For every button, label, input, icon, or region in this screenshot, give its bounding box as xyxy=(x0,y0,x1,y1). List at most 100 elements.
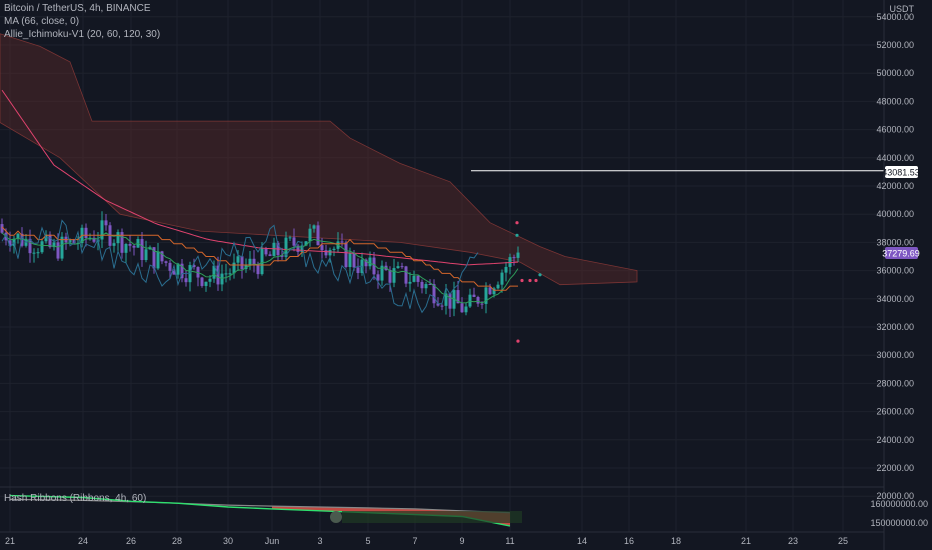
legend-ichimoku[interactable]: Allie_Ichimoku-V1 (20, 60, 120, 30) xyxy=(4,29,160,40)
candle-body xyxy=(176,263,180,275)
time-tick-15: 23 xyxy=(788,536,798,546)
candle-body xyxy=(264,248,268,255)
price-tick-16: 22000.00 xyxy=(876,463,914,473)
last-price-text: 37279.69 xyxy=(882,249,920,259)
candle-body xyxy=(192,265,196,268)
grid xyxy=(0,0,884,532)
candle-body xyxy=(388,269,392,283)
legend-ma[interactable]: MA (66, close, 0) xyxy=(4,16,79,27)
signal-dots xyxy=(515,221,542,343)
candle-body xyxy=(460,303,464,313)
hline-price-label: 43081.53 xyxy=(882,166,920,178)
candle-body xyxy=(124,243,128,253)
time-tick-6: 3 xyxy=(317,536,322,546)
candle-body xyxy=(292,237,296,246)
price-tick-12: 30000.00 xyxy=(876,350,914,360)
candle-body xyxy=(68,239,72,243)
candle-body xyxy=(344,242,348,268)
candle-body xyxy=(500,272,504,285)
candle-body xyxy=(156,251,160,269)
candle-body xyxy=(272,242,276,256)
time-tick-8: 7 xyxy=(412,536,417,546)
hash-tick-0: 160000000.00 xyxy=(870,499,928,509)
legend-ichimoku-text: Allie_Ichimoku-V1 (20, 60, 120, 30) xyxy=(4,29,161,40)
chikou-line xyxy=(1,219,479,314)
time-tick-7: 5 xyxy=(365,536,370,546)
signal-dot xyxy=(515,221,519,225)
time-tick-0: 21 xyxy=(5,536,15,546)
price-tick-6: 42000.00 xyxy=(876,181,914,191)
candle-body xyxy=(116,232,120,244)
price-tick-9: 36000.00 xyxy=(876,266,914,276)
candle-body xyxy=(404,266,408,284)
candle-body xyxy=(304,241,308,246)
hash-signal-band xyxy=(342,511,522,523)
candle-body xyxy=(120,232,124,253)
candle-body xyxy=(104,220,108,226)
signal-dot xyxy=(515,233,519,237)
candle-body xyxy=(184,278,188,283)
candle-body xyxy=(340,241,344,243)
signal-dot xyxy=(528,278,532,283)
candle-body xyxy=(428,284,432,286)
candle-body xyxy=(168,262,172,271)
candle-body xyxy=(52,242,56,248)
candle-body xyxy=(160,251,164,262)
ichimoku-cloud xyxy=(0,33,638,286)
candle-body xyxy=(516,252,520,258)
candle-body xyxy=(444,293,448,306)
candle-body xyxy=(324,250,328,256)
candle-body xyxy=(480,303,484,305)
candle-body xyxy=(92,237,96,242)
hash-slow-line xyxy=(9,498,511,514)
candle-body xyxy=(36,252,40,254)
candle-body xyxy=(420,281,424,289)
legend-symbol[interactable]: Bitcoin / TetherUS, 4h, BINANCE xyxy=(4,3,151,14)
candle-body xyxy=(308,228,312,242)
hash-signal-marker xyxy=(330,511,342,523)
price-axis[interactable]: 54000.00 52000.00 50000.00 48000.00 46000.00… xyxy=(870,12,928,528)
time-tick-16: 25 xyxy=(838,536,848,546)
legend-symbol-text: Bitcoin / TetherUS, 4h, BINANCE xyxy=(4,3,151,14)
last-price-label: 37279.69 xyxy=(882,247,920,259)
price-tick-8: 38000.00 xyxy=(876,237,914,247)
candle-body xyxy=(268,254,272,256)
candle-body xyxy=(56,242,60,259)
candle-body xyxy=(320,245,324,251)
candle-body xyxy=(128,243,132,246)
candle-body xyxy=(300,245,304,252)
price-tick-2: 50000.00 xyxy=(876,68,914,78)
price-tick-4: 46000.00 xyxy=(876,125,914,135)
candle-body xyxy=(248,258,252,265)
kijun-line xyxy=(1,226,518,291)
hash-tick-1: 150000000.00 xyxy=(870,518,928,528)
price-tick-17: 20000.00 xyxy=(876,491,914,501)
signal-dot xyxy=(520,278,524,283)
candle-body xyxy=(100,220,104,240)
candle-body xyxy=(436,303,440,306)
candle-body xyxy=(236,256,240,263)
candle-body xyxy=(512,257,516,259)
candle-body xyxy=(288,237,292,239)
candle-body xyxy=(396,266,400,269)
time-tick-5: Jun xyxy=(265,536,280,546)
legend-hash[interactable]: Hash Ribbons (Ribbons, 4h, 60) xyxy=(4,493,146,504)
candle-body xyxy=(316,225,320,246)
candle-body xyxy=(72,239,76,244)
candle-body xyxy=(408,281,412,284)
candle-body xyxy=(508,257,512,267)
candle-body xyxy=(476,296,480,304)
candle-body xyxy=(152,247,156,269)
candle-body xyxy=(376,274,380,281)
candle-body xyxy=(284,237,288,257)
candle-body xyxy=(208,278,212,282)
candle-body xyxy=(28,238,32,254)
candle-body xyxy=(364,259,368,267)
candle-body xyxy=(32,252,36,254)
candle-body xyxy=(16,233,20,239)
candle-body xyxy=(464,306,468,313)
time-axis[interactable]: 21 24 26 28 30 Jun 3 5 7 9 11 14 16 18 21 23 25 xyxy=(5,536,848,546)
candle-body xyxy=(244,264,248,270)
time-tick-12: 16 xyxy=(624,536,634,546)
